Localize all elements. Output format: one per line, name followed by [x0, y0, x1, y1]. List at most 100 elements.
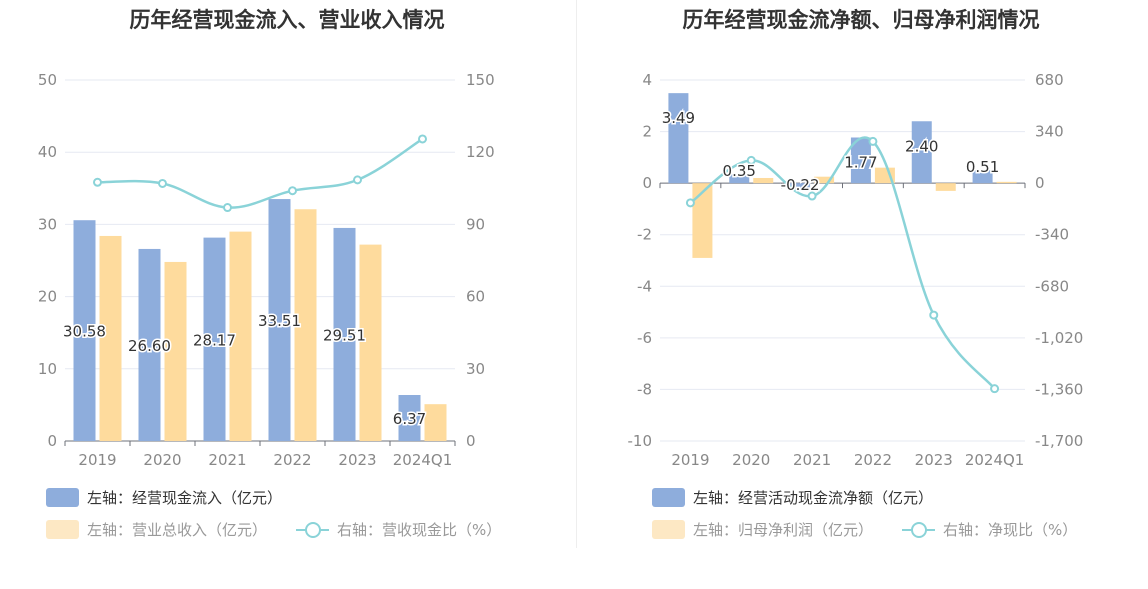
legend-label: 右轴：营收现金比（%） — [337, 521, 502, 539]
legend-label: 左轴：经营活动现金流净额（亿元） — [693, 489, 934, 507]
legend-label: 左轴：归母净利润（亿元） — [693, 521, 874, 539]
x-tick-label: 2019 — [78, 451, 116, 469]
chart-plot-cash-inflow: 0 10 20 30 40 50 0 30 60 90 120 150 2019 2020 2021 2022… — [38, 71, 495, 469]
ratio-point — [223, 203, 232, 213]
legend-label: 左轴：经营现金流入（亿元） — [87, 489, 283, 507]
y-tick-label-left: 10 — [38, 360, 57, 378]
bar-primary — [398, 395, 421, 441]
y-tick-label-right: -1,700 — [1035, 432, 1083, 450]
y-tick-label-left: -8 — [637, 380, 652, 398]
data-label: 29.51 — [323, 326, 366, 344]
data-label: 0.35 — [723, 162, 756, 180]
y-tick-label-left: -10 — [628, 432, 653, 450]
bar-secondary — [996, 181, 1017, 184]
x-tick-label: 2022 — [273, 451, 311, 469]
y-tick-label-left: -6 — [637, 329, 652, 347]
chart-title: 历年经营现金流入、营业收入情况 — [129, 8, 445, 32]
bar-secondary — [229, 231, 252, 441]
legend-swatch-blue — [46, 488, 79, 507]
bar-primary — [911, 121, 932, 184]
chart-panel-cash-inflow: 历年经营现金流入、营业收入情况 0 10 20 30 40 50 0 30 60 90 120 150… — [38, 8, 501, 540]
ratio-point — [418, 134, 427, 144]
y-tick-label-right: 0 — [466, 432, 476, 450]
ratio-point — [353, 175, 362, 185]
x-tick-label: 2021 — [793, 451, 831, 469]
x-tick-label: 2024Q1 — [965, 451, 1025, 469]
bar-primary — [668, 93, 689, 184]
data-label: 33.51 — [258, 312, 301, 330]
y-tick-label-left: 40 — [38, 143, 57, 161]
legend-item-net-profit[interactable]: 左轴：归母净利润（亿元） — [652, 519, 873, 540]
bar-secondary — [359, 244, 382, 441]
y-tick-label-right: 60 — [466, 288, 485, 306]
x-tick-label: 2024Q1 — [393, 451, 453, 469]
y-tick-label-left: -4 — [637, 277, 652, 295]
bar-secondary — [164, 261, 187, 441]
legend-line-marker-icon — [902, 520, 935, 539]
ratio-point — [929, 310, 939, 320]
y-tick-label-left: 0 — [47, 432, 57, 450]
bar-primary — [850, 137, 871, 184]
y-tick-label-right: 0 — [1035, 174, 1045, 192]
legend-item-cash-ratio[interactable]: 右轴：营收现金比（%） — [296, 519, 501, 540]
x-tick-label: 2022 — [854, 451, 892, 469]
bar-primary — [203, 237, 226, 441]
legend-label: 左轴：营业总收入（亿元） — [87, 521, 268, 539]
bar-secondary — [753, 177, 774, 184]
data-label: 0.51 — [966, 158, 999, 176]
y-tick-label-right: 30 — [466, 360, 485, 378]
data-label: 3.49 — [662, 109, 695, 127]
legend-swatch-yellow — [46, 520, 79, 539]
chart-panel-net-cash: 历年经营现金流净额、归母净利润情况 -10 -8 -6 -4 -2 0 2 4 -1,700 -1… — [574, 0, 1148, 589]
legend-item-cash-inflow[interactable]: 左轴：经营现金流入（亿元） — [46, 487, 282, 508]
ratio-line — [97, 137, 424, 209]
bar-secondary — [814, 176, 835, 184]
y-tick-label-right: 90 — [466, 215, 485, 233]
y-tick-label-left: 4 — [642, 71, 652, 89]
bar-primary — [268, 199, 291, 441]
bar-primary — [138, 248, 161, 441]
x-tick-label: 2023 — [338, 451, 376, 469]
data-label: 28.17 — [193, 331, 236, 349]
legend-item-net-cash-flow[interactable]: 左轴：经营活动现金流净额（亿元） — [652, 487, 933, 508]
ratio-point — [990, 384, 1000, 394]
y-tick-label-right: -680 — [1035, 277, 1069, 295]
y-tick-label-left: 20 — [38, 288, 57, 306]
x-tick-label: 2019 — [671, 451, 709, 469]
legend-item-revenue[interactable]: 左轴：营业总收入（亿元） — [46, 519, 267, 540]
bar-secondary — [294, 209, 317, 441]
chart-plot-net-cash: -10 -8 -6 -4 -2 0 2 4 -1,700 -1,360 -1,020 -680 -340… — [628, 71, 1084, 469]
data-label: 1.77 — [844, 154, 877, 172]
ratio-point — [288, 186, 297, 196]
bar-secondary — [424, 404, 447, 441]
ratio-point — [807, 191, 817, 201]
y-tick-label-left: 2 — [642, 123, 652, 141]
chart-title: 历年经营现金流净额、归母净利润情况 — [682, 8, 1040, 32]
panel-divider — [576, 0, 577, 548]
y-tick-label-left: 0 — [642, 174, 652, 192]
y-tick-label-left: 50 — [38, 71, 57, 89]
bar-secondary — [935, 183, 956, 191]
bar-primary — [333, 227, 356, 441]
bar-primary — [790, 183, 811, 189]
y-tick-label-right: 340 — [1035, 123, 1064, 141]
bar-primary — [972, 169, 993, 184]
legend-swatch-blue — [652, 488, 685, 507]
y-tick-label-right: 680 — [1035, 71, 1064, 89]
data-label: 6.37 — [393, 410, 426, 428]
y-tick-label-left: -2 — [637, 226, 652, 244]
legend-label: 右轴：净现比（%） — [943, 521, 1078, 539]
bar-secondary — [692, 183, 713, 258]
y-tick-label-left: 30 — [38, 215, 57, 233]
y-tick-label-right: 150 — [466, 71, 495, 89]
y-tick-label-right: 120 — [466, 143, 495, 161]
bar-secondary — [99, 235, 122, 441]
y-tick-label-right: -340 — [1035, 226, 1069, 244]
ratio-point — [93, 177, 102, 187]
legend-swatch-yellow — [652, 520, 685, 539]
ratio-point — [746, 155, 756, 165]
data-label: 30.58 — [63, 323, 106, 341]
x-tick-label: 2020 — [732, 451, 770, 469]
data-label: 2.40 — [905, 137, 938, 155]
legend-item-net-cash-ratio[interactable]: 右轴：净现比（%） — [902, 519, 1077, 540]
